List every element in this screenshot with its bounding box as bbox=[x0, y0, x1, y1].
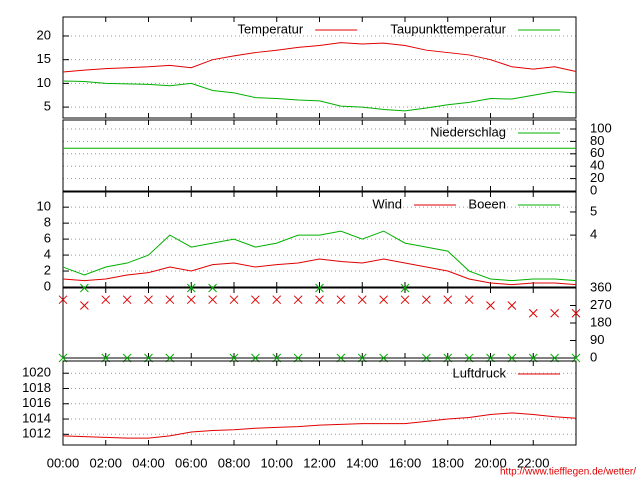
x-tick-label: 16:00 bbox=[389, 455, 422, 470]
legend-label: Boeen bbox=[468, 196, 506, 211]
y-tick-label: 1016 bbox=[22, 395, 51, 410]
y2-tick-label: 180 bbox=[590, 314, 612, 329]
direction-point bbox=[528, 308, 538, 318]
y-tick-label: 5 bbox=[44, 99, 51, 114]
x-tick-label: 20:00 bbox=[474, 455, 507, 470]
plot-frame bbox=[62, 119, 577, 192]
y-tick-label: 6 bbox=[44, 231, 51, 246]
series-line bbox=[62, 412, 577, 439]
direction-point bbox=[186, 295, 196, 305]
direction-point bbox=[101, 295, 111, 305]
y-tick-label: 20 bbox=[37, 27, 51, 42]
x-tick-label: 10:00 bbox=[260, 455, 293, 470]
y2-tick-label: 360 bbox=[590, 279, 612, 294]
direction-point bbox=[229, 295, 239, 305]
y2-tick-label: 270 bbox=[590, 297, 612, 312]
legend-label: Taupunkttemperatur bbox=[390, 21, 506, 36]
x-tick-label: 00:00 bbox=[47, 455, 80, 470]
direction-point bbox=[550, 308, 559, 318]
direction-point bbox=[400, 295, 410, 305]
y-tick-label: 8 bbox=[44, 215, 51, 230]
footer-url: http://www.tiefflegen.de/wetter/ bbox=[500, 467, 636, 478]
x-tick-label: 06:00 bbox=[175, 455, 208, 470]
y-tick-label: 1018 bbox=[22, 380, 51, 395]
series-line bbox=[62, 230, 577, 282]
direction-point bbox=[80, 283, 89, 293]
plot-frame bbox=[62, 16, 577, 119]
direction-point bbox=[165, 295, 175, 305]
direction-point bbox=[80, 301, 89, 310]
series-line bbox=[62, 42, 577, 73]
direction-point bbox=[315, 295, 324, 305]
y2-tick-label: 4 bbox=[590, 227, 597, 242]
y2-tick-label: 5 bbox=[590, 203, 597, 218]
direction-point bbox=[571, 308, 581, 318]
x-tick-label: 18:00 bbox=[431, 455, 464, 470]
x-tick-label: 04:00 bbox=[132, 455, 165, 470]
legend-label: Temperatur bbox=[237, 21, 303, 36]
direction-point bbox=[293, 295, 303, 305]
x-tick-label: 22:00 bbox=[517, 455, 550, 470]
y-tick-label: 10 bbox=[37, 75, 51, 90]
x-tick-label: 02:00 bbox=[89, 455, 122, 470]
y2-tick-label: 80 bbox=[590, 133, 604, 148]
legend-label: Niederschlag bbox=[430, 124, 506, 139]
direction-point bbox=[144, 295, 153, 305]
y-tick-label: 1020 bbox=[22, 365, 51, 380]
direction-point bbox=[464, 295, 474, 305]
legend-label: Wind bbox=[372, 196, 402, 211]
direction-point bbox=[272, 295, 282, 305]
y-tick-label: 10 bbox=[37, 199, 51, 214]
direction-point bbox=[400, 283, 410, 293]
series-line bbox=[62, 258, 577, 286]
x-tick-label: 14:00 bbox=[346, 455, 379, 470]
y-tick-label: 1012 bbox=[22, 426, 51, 441]
direction-point bbox=[251, 295, 260, 305]
plot-frame bbox=[62, 191, 577, 288]
legend-label: Luftdruck bbox=[453, 365, 507, 380]
y-tick-label: 2 bbox=[44, 262, 51, 277]
y2-tick-label: 40 bbox=[590, 158, 604, 173]
direction-point bbox=[336, 295, 346, 305]
direction-point bbox=[122, 295, 132, 305]
direction-point bbox=[208, 283, 217, 293]
x-tick-label: 12:00 bbox=[303, 455, 336, 470]
y2-tick-label: 90 bbox=[590, 332, 604, 347]
y2-tick-label: 20 bbox=[590, 170, 604, 185]
direction-point bbox=[422, 295, 431, 305]
direction-point bbox=[379, 295, 388, 305]
y2-tick-label: 0 bbox=[590, 349, 597, 364]
direction-point bbox=[208, 295, 217, 305]
plot-frame bbox=[62, 360, 577, 446]
direction-point bbox=[315, 283, 324, 293]
direction-point bbox=[58, 295, 68, 305]
y-tick-label: 15 bbox=[37, 51, 51, 66]
direction-point bbox=[186, 283, 196, 293]
y2-tick-label: 100 bbox=[590, 120, 612, 135]
y-tick-label: 4 bbox=[44, 247, 51, 262]
direction-point bbox=[507, 301, 517, 310]
direction-point bbox=[443, 295, 453, 305]
y2-tick-label: 0 bbox=[590, 182, 597, 197]
direction-point bbox=[357, 295, 367, 305]
y-tick-label: 0 bbox=[44, 278, 51, 293]
x-tick-label: 08:00 bbox=[218, 455, 251, 470]
series-line bbox=[62, 80, 577, 112]
y2-tick-label: 60 bbox=[590, 145, 604, 160]
y-tick-label: 1014 bbox=[22, 410, 51, 425]
direction-point bbox=[486, 301, 495, 310]
